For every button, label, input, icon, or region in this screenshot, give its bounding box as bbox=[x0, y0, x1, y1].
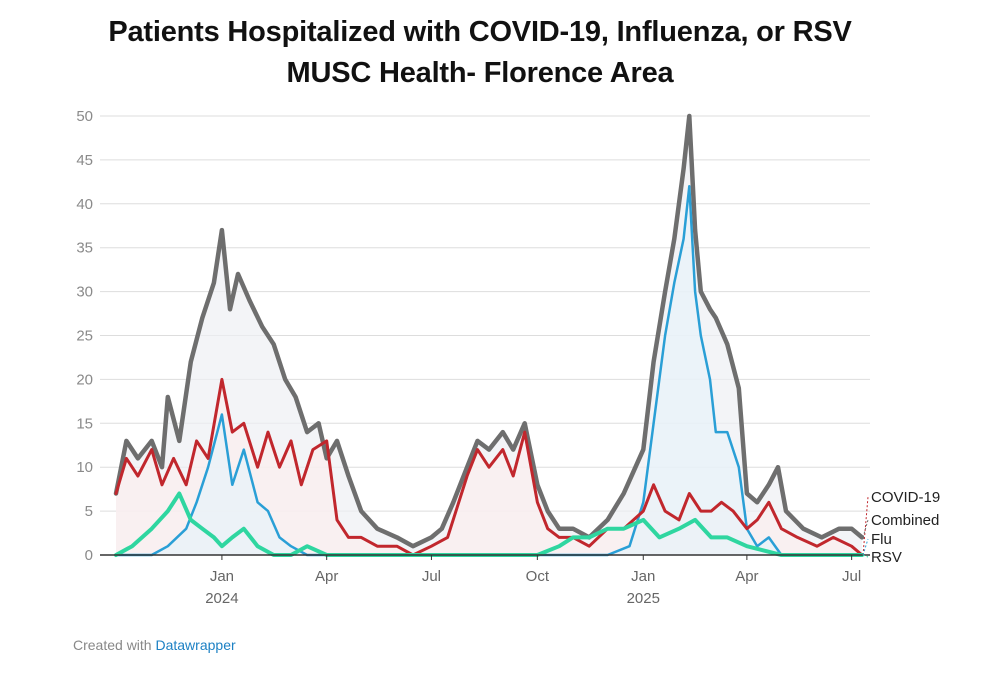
x-tick-label: Jul bbox=[422, 568, 441, 585]
y-tick-label: 20 bbox=[76, 371, 93, 388]
y-tick-label: 25 bbox=[76, 328, 93, 345]
datawrapper-link[interactable]: Datawrapper bbox=[155, 637, 236, 653]
y-tick-label: 35 bbox=[76, 240, 93, 257]
series-line-combined bbox=[113, 113, 865, 549]
credit-text: Created with bbox=[73, 637, 152, 653]
y-tick-label: 10 bbox=[76, 459, 93, 476]
x-tick-label: Oct bbox=[526, 568, 550, 585]
series-label-flu: Flu bbox=[871, 531, 892, 548]
y-tick-label: 45 bbox=[76, 152, 93, 169]
y-tick-label: 30 bbox=[76, 284, 93, 301]
chart-title: Patients Hospitalized with COVID-19, Inf… bbox=[108, 16, 852, 48]
x-tick-label: Jan bbox=[631, 568, 655, 585]
label-connector bbox=[862, 496, 869, 556]
y-tick-label: 0 bbox=[85, 547, 93, 564]
series-label-combined: Combined bbox=[871, 512, 939, 529]
y-tick-label: 15 bbox=[76, 415, 93, 432]
label-connector bbox=[862, 554, 869, 558]
x-tick-year: 2024 bbox=[205, 590, 238, 607]
x-axis-ticks: Jan 2024 Apr Jul Oct Jan 2025 Apr Jul bbox=[205, 555, 861, 607]
x-tick-label: Jan bbox=[210, 568, 234, 585]
x-tick-label: Jul bbox=[842, 568, 861, 585]
x-tick-year: 2025 bbox=[627, 590, 660, 607]
credit-line: Created with Datawrapper bbox=[73, 637, 236, 653]
series-label-rsv: RSV bbox=[871, 549, 902, 566]
x-tick-label: Apr bbox=[735, 568, 758, 585]
label-connector bbox=[862, 519, 869, 538]
y-axis-ticks: 0 5 10 15 20 25 30 35 40 45 50 bbox=[76, 108, 93, 564]
x-tick-label: Apr bbox=[315, 568, 338, 585]
series-label-covid-19: COVID-19 bbox=[871, 489, 940, 506]
chart-subtitle: MUSC Health- Florence Area bbox=[286, 57, 674, 89]
y-tick-label: 50 bbox=[76, 108, 93, 125]
label-connector bbox=[862, 538, 869, 556]
series-line-covid-19 bbox=[114, 377, 864, 557]
y-tick-label: 5 bbox=[85, 503, 93, 520]
y-tick-label: 40 bbox=[76, 196, 93, 213]
